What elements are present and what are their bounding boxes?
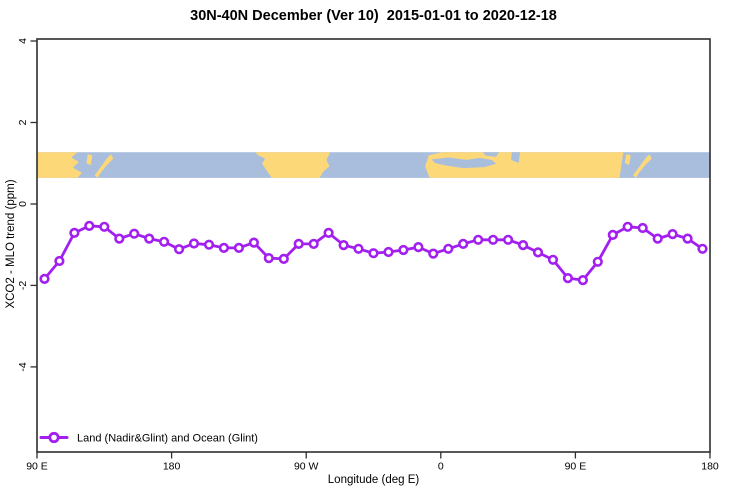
legend-marker [48,431,60,444]
data-point-marker [697,243,708,254]
data-point-marker [338,240,349,251]
x-tick-label: 90 E [565,461,587,473]
data-point-marker [667,229,678,240]
data-point-marker [443,243,454,254]
y-tick-label: 0 [17,201,29,207]
data-point-marker [263,253,274,264]
data-point-marker [532,247,544,258]
data-point-marker [308,238,319,249]
map-land-japan-1 [94,154,114,178]
map-water-caspian-sea [511,152,521,163]
data-point-marker [488,234,499,245]
x-tick-label: 90 E [26,461,48,473]
y-tick-label: -2 [17,281,29,290]
map-land-korea-1 [86,154,93,166]
data-point-marker [652,233,663,244]
data-point-marker [577,275,589,286]
data-point-marker [428,248,439,259]
data-point-marker [592,256,603,267]
data-point-marker [174,244,185,255]
data-point-marker [129,228,140,239]
y-tick-label: 2 [17,119,29,125]
map-water-black-sea [482,152,500,157]
x-axis-title: Longitude (deg E) [327,474,420,486]
data-point-marker [368,248,379,259]
data-point-marker [233,242,244,253]
data-point-marker [622,221,633,232]
data-point-marker [562,273,574,284]
data-point-marker [547,254,559,265]
data-point-marker [248,237,259,248]
x-tick-label: 90 W [294,461,319,473]
data-point-marker [99,221,110,232]
data-point-marker [353,243,364,254]
map-land-eurasia-africa [425,152,624,178]
data-point-marker [159,236,170,247]
map-land-japan-2 [633,154,652,178]
x-tick-label: 180 [163,461,181,473]
data-point-marker [39,273,50,285]
data-point-marker [218,242,229,253]
data-point-marker [144,233,155,244]
data-point-marker [458,238,469,249]
map-water-mediterranean-sea [431,157,497,169]
data-point-marker [383,246,394,258]
data-point-marker [54,255,65,267]
data-point-marker [114,233,125,244]
chart-title: 30N-40N December (Ver 10) 2015-01-01 to … [190,8,557,24]
data-point-marker [503,234,514,245]
data-point-marker [323,227,334,238]
map-land-north-america [255,152,331,178]
data-point-marker [398,244,409,256]
y-tick-label: -4 [17,362,29,371]
data-point-marker [293,238,304,249]
y-tick-label: 4 [17,38,29,44]
data-point-marker [278,253,289,264]
x-tick-label: 180 [701,461,719,473]
data-point-marker [84,220,95,231]
data-point-marker [188,238,200,249]
data-point-marker [517,240,529,251]
x-tick-label: 0 [438,461,444,473]
data-point-marker [203,239,215,250]
data-point-marker [682,233,693,244]
plot-frame [36,38,711,453]
data-point-marker [69,227,80,238]
data-point-marker [637,222,648,234]
map-land-east-asia-1 [37,152,82,178]
data-point-marker [607,229,618,240]
map-land-korea-2 [624,154,631,166]
legend-label: Land (Nadir&Glint) and Ocean (Glint) [77,433,258,445]
data-point-marker [413,242,424,253]
data-point-marker [473,234,484,245]
